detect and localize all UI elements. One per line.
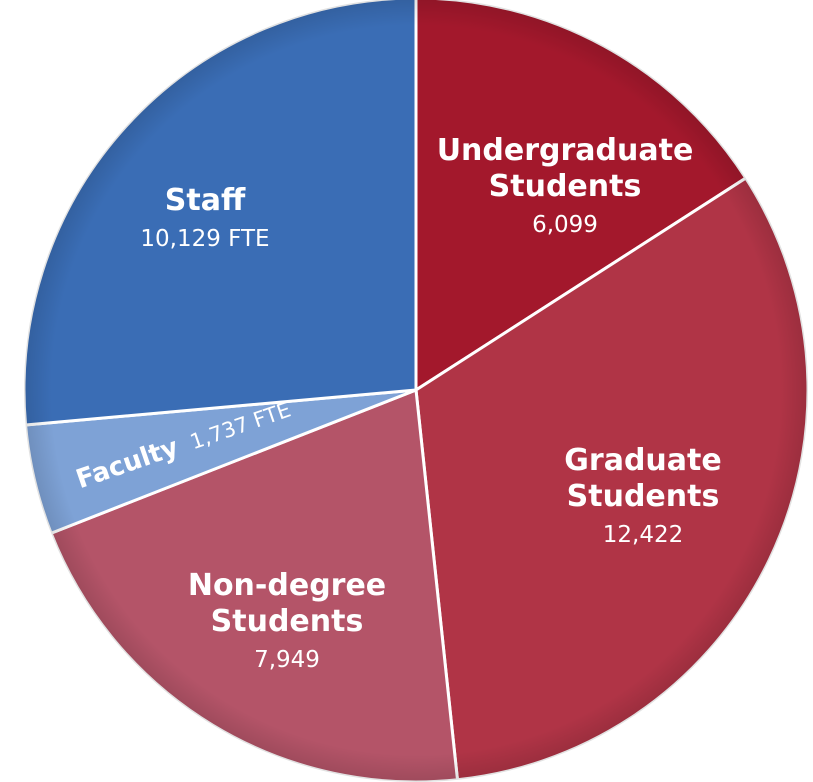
slice-value-undergraduate-students: 6,099 — [532, 212, 598, 238]
slice-value-graduate-students: 12,422 — [603, 522, 683, 548]
slice-title-non-degree-students: Non-degree — [188, 568, 386, 603]
pie-rim-shading — [24, 0, 808, 782]
slice-title-undergraduate-students: Students — [489, 169, 642, 204]
slice-title-undergraduate-students: Undergraduate — [437, 133, 694, 168]
slice-title-graduate-students: Graduate — [564, 443, 721, 478]
slice-title-non-degree-students: Students — [211, 604, 364, 639]
slice-value-non-degree-students: 7,949 — [254, 647, 320, 673]
slice-title-staff: Staff — [165, 183, 246, 218]
slice-title-graduate-students: Students — [567, 479, 720, 514]
slice-value-staff: 10,129 FTE — [140, 226, 269, 252]
